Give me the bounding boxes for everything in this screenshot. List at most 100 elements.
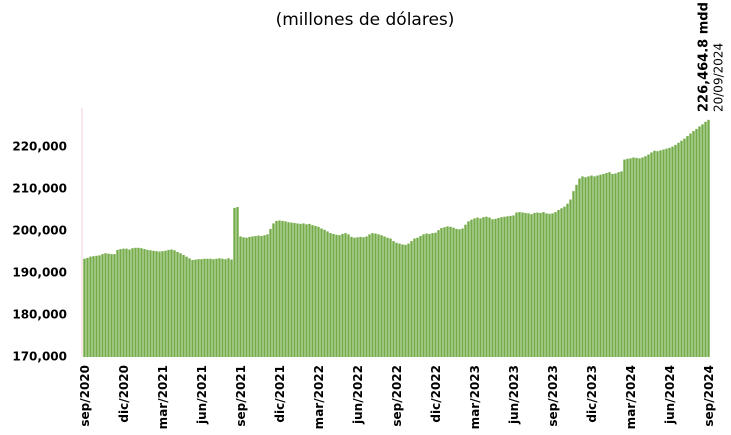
bar bbox=[269, 228, 272, 357]
bar bbox=[350, 236, 353, 357]
bar bbox=[317, 226, 320, 357]
bar bbox=[530, 214, 533, 357]
bar bbox=[434, 232, 437, 357]
chart-title: (millones de dólares) bbox=[276, 10, 455, 30]
bar bbox=[662, 149, 665, 357]
bar bbox=[182, 254, 185, 357]
bar bbox=[209, 258, 212, 357]
bar bbox=[674, 144, 677, 357]
bar bbox=[392, 241, 395, 357]
bar bbox=[230, 259, 233, 357]
bar bbox=[98, 255, 101, 357]
bar bbox=[188, 258, 191, 357]
bar bbox=[308, 223, 311, 357]
bar bbox=[92, 256, 95, 357]
bar bbox=[686, 136, 689, 357]
bar bbox=[242, 237, 245, 357]
bar bbox=[437, 230, 440, 357]
bar bbox=[398, 243, 401, 357]
bar bbox=[692, 131, 695, 357]
bar bbox=[326, 231, 329, 357]
bar bbox=[83, 258, 86, 357]
bar bbox=[299, 223, 302, 357]
bar bbox=[461, 228, 464, 357]
bar bbox=[488, 217, 491, 357]
bar bbox=[422, 234, 425, 357]
bar bbox=[347, 234, 350, 357]
x-tick-label: sep/2023 bbox=[546, 365, 560, 427]
bar bbox=[284, 221, 287, 357]
bar bbox=[500, 217, 503, 357]
bar bbox=[254, 236, 257, 357]
bar bbox=[176, 252, 179, 357]
y-tick-label: 180,000 bbox=[12, 308, 67, 322]
bar bbox=[263, 235, 266, 357]
bar bbox=[449, 226, 452, 357]
bar bbox=[641, 157, 644, 357]
y-tick-label: 190,000 bbox=[12, 266, 67, 280]
bar bbox=[185, 256, 188, 357]
bar bbox=[212, 259, 215, 357]
bar bbox=[95, 255, 98, 357]
bar bbox=[200, 259, 203, 357]
bar bbox=[650, 152, 653, 357]
x-tick-label: sep/2024 bbox=[702, 365, 716, 427]
bar bbox=[380, 235, 383, 357]
bar bbox=[257, 235, 260, 357]
bar bbox=[659, 150, 662, 357]
bar bbox=[164, 250, 167, 357]
bar bbox=[521, 212, 524, 357]
bar bbox=[443, 227, 446, 357]
bar bbox=[665, 148, 668, 357]
bar bbox=[389, 238, 392, 357]
bar bbox=[614, 173, 617, 357]
bar bbox=[203, 258, 206, 357]
bar bbox=[668, 147, 671, 357]
bar bbox=[428, 233, 431, 357]
bar bbox=[287, 222, 290, 357]
bar bbox=[626, 158, 629, 357]
bar bbox=[671, 146, 674, 357]
bar bbox=[515, 212, 518, 357]
bar bbox=[635, 157, 638, 357]
bar bbox=[323, 229, 326, 357]
bar bbox=[359, 236, 362, 357]
bar bbox=[656, 151, 659, 357]
bar bbox=[467, 221, 470, 357]
bar bbox=[89, 256, 92, 357]
bar bbox=[440, 228, 443, 357]
bar bbox=[638, 158, 641, 357]
bar bbox=[554, 212, 557, 357]
bar bbox=[137, 247, 140, 357]
bar bbox=[587, 176, 590, 357]
bar bbox=[620, 171, 623, 357]
bar bbox=[464, 224, 467, 357]
x-tick-label: mar/2021 bbox=[156, 365, 170, 429]
bar bbox=[377, 234, 380, 357]
bar bbox=[374, 233, 377, 357]
x-tick-label: dic/2023 bbox=[585, 365, 599, 423]
bar bbox=[161, 251, 164, 357]
bar bbox=[311, 225, 314, 357]
bar bbox=[290, 222, 293, 357]
bar bbox=[647, 154, 650, 357]
bar bbox=[410, 241, 413, 357]
bar bbox=[689, 133, 692, 357]
bar bbox=[683, 138, 686, 357]
bar bbox=[506, 216, 509, 357]
bar bbox=[704, 121, 707, 357]
bar bbox=[578, 178, 581, 357]
bar bbox=[332, 233, 335, 357]
bar bbox=[707, 119, 710, 357]
bar bbox=[497, 217, 500, 357]
bar bbox=[557, 210, 560, 357]
bar bbox=[128, 249, 131, 357]
bar bbox=[113, 254, 116, 357]
bar bbox=[476, 217, 479, 357]
bar bbox=[590, 175, 593, 357]
bar bbox=[386, 237, 389, 357]
bar bbox=[458, 229, 461, 357]
bar bbox=[275, 220, 278, 357]
bar bbox=[512, 215, 515, 357]
bar bbox=[551, 213, 554, 357]
